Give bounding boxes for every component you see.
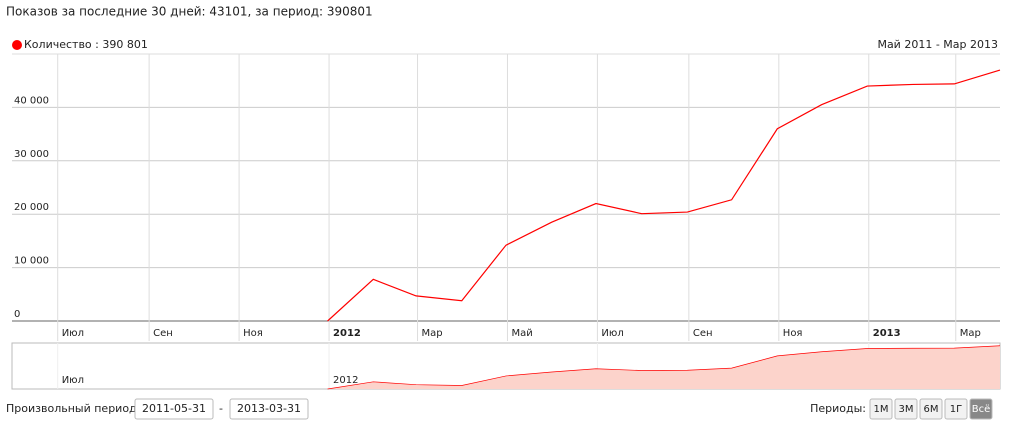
date-from-text: 2011-05-31 — [142, 402, 206, 415]
page-title: Показов за последние 30 дней: 43101, за … — [6, 5, 373, 19]
x-tick-label: Мар — [422, 328, 443, 339]
y-tick-label: 10 000 — [14, 256, 49, 267]
period-button-label: 1Г — [950, 404, 962, 415]
y-tick-label: 40 000 — [14, 95, 49, 106]
period-button[interactable] — [919, 398, 943, 420]
period-button-label: 3М — [899, 404, 914, 415]
date-dash: - — [219, 402, 223, 415]
period-button-label: 1М — [874, 404, 889, 415]
y-tick-label: 0 — [14, 309, 20, 320]
navigator-line — [327, 345, 1001, 390]
y-tick-label: 30 000 — [14, 149, 49, 160]
period-button-label: Всё — [972, 404, 991, 415]
legend-marker — [12, 40, 22, 50]
period-button-label: 6М — [924, 404, 939, 415]
x-tick-label: Май — [511, 328, 532, 339]
custom-period-label: Произвольный период: — [6, 402, 140, 415]
date-to-text: 2013-03-31 — [237, 402, 301, 415]
x-tick-label: Ноя — [783, 328, 803, 339]
navigator-label: 2012 — [333, 375, 358, 386]
series-line — [327, 69, 1001, 322]
period-button[interactable] — [944, 398, 968, 420]
y-tick-label: 20 000 — [14, 202, 49, 213]
x-tick-label: Июл — [62, 328, 84, 339]
period-button[interactable] — [969, 398, 993, 420]
navigator-area — [327, 345, 1000, 389]
x-tick-label: 2012 — [333, 328, 361, 339]
date-to[interactable] — [229, 398, 309, 420]
period-button[interactable] — [869, 398, 893, 420]
x-tick-label: Мар — [960, 328, 981, 339]
legend-label: Количество : 390 801 — [24, 38, 148, 51]
period-button[interactable] — [894, 398, 918, 420]
x-tick-label: Сен — [153, 328, 173, 339]
x-tick-label: Июл — [601, 328, 623, 339]
navigator-label: Июл — [62, 375, 84, 386]
periods-label: Периоды: — [810, 402, 866, 415]
x-tick-label: Ноя — [243, 328, 263, 339]
date-from[interactable] — [134, 398, 214, 420]
x-tick-label: 2013 — [873, 328, 901, 339]
range-label: Май 2011 - Мар 2013 — [877, 38, 998, 51]
x-tick-label: Сен — [693, 328, 713, 339]
